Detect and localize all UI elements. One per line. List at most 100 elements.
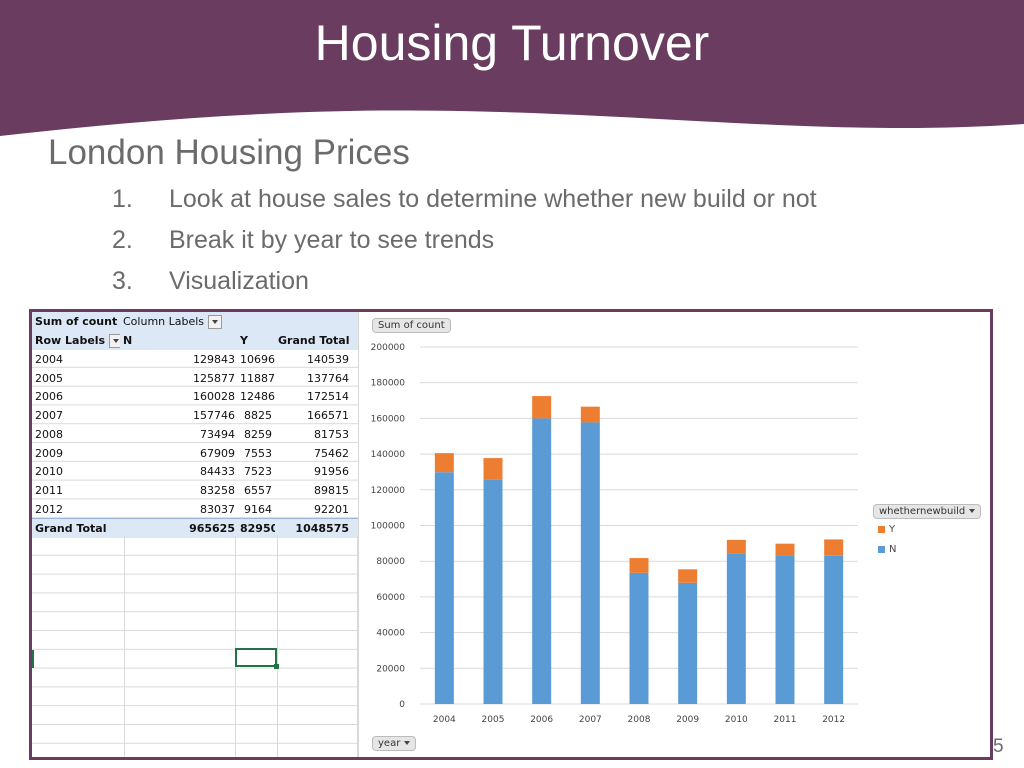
bar-y-2006 bbox=[532, 396, 552, 419]
pivot-row-year: 2012 bbox=[35, 502, 63, 516]
y-tick-label: 60000 bbox=[376, 593, 405, 603]
pivot-row-year: 2005 bbox=[35, 371, 63, 385]
row-labels-cell[interactable]: Row Labels bbox=[32, 333, 120, 348]
bar-y-2007 bbox=[580, 406, 600, 423]
spreadsheet-screenshot: Sum of count Column Labels Row Labels N … bbox=[29, 309, 993, 760]
grand-total-y: 82950 bbox=[240, 522, 275, 535]
pivot-row: 2007 157746 8825 166571 bbox=[32, 406, 358, 425]
x-tick-label: 2009 bbox=[676, 715, 699, 725]
pivot-row: 2008 73494 8259 81753 bbox=[32, 425, 358, 444]
pivot-row: 2012 83037 9164 92201 bbox=[32, 500, 358, 519]
legend-swatch bbox=[878, 545, 885, 553]
legend-item-y: Y bbox=[873, 519, 981, 539]
y-tick-label: 40000 bbox=[376, 629, 405, 639]
bar-y-2009 bbox=[678, 569, 698, 583]
column-labels: Column Labels bbox=[123, 314, 205, 328]
chevron-down-icon[interactable] bbox=[404, 741, 411, 745]
bar-n-2012 bbox=[824, 555, 844, 704]
legend-label: Y bbox=[889, 523, 896, 535]
y-tick-label: 20000 bbox=[376, 664, 405, 674]
pivot-row-y: 11887 bbox=[240, 371, 275, 385]
y-tick-label: 120000 bbox=[371, 486, 406, 496]
column-filter-dropdown-icon[interactable] bbox=[208, 314, 223, 329]
legend-label: N bbox=[889, 543, 897, 555]
column-labels-cell[interactable]: Column Labels bbox=[120, 314, 320, 329]
slide-title: Housing Turnover bbox=[314, 15, 710, 71]
row-filter-dropdown-icon[interactable] bbox=[109, 333, 120, 348]
pivot-row-n: 67909 bbox=[200, 446, 235, 460]
bar-n-2008 bbox=[629, 572, 649, 704]
bullet-text: Visualization bbox=[169, 267, 309, 295]
bar-y-2004 bbox=[434, 453, 454, 473]
pivot-row-y: 7523 bbox=[244, 465, 272, 479]
pivot-row-total: 89815 bbox=[314, 483, 349, 497]
y-tick-label: 200000 bbox=[371, 343, 406, 353]
bar-n-2004 bbox=[434, 472, 454, 704]
pivot-row: 2011 83258 6557 89815 bbox=[32, 481, 358, 500]
pivot-row-year: 2009 bbox=[35, 446, 63, 460]
x-tick-label: 2006 bbox=[530, 715, 553, 725]
row-marker bbox=[32, 650, 34, 668]
bullet-number: 1. bbox=[112, 185, 133, 213]
bar-n-2006 bbox=[532, 418, 552, 704]
pivot-row-n: 83037 bbox=[200, 502, 235, 516]
x-tick-label: 2012 bbox=[822, 715, 845, 725]
pivot-row-total: 81753 bbox=[314, 427, 349, 441]
pivot-row-n: 157746 bbox=[193, 409, 235, 423]
chart-legend: whethernewbuild Y N bbox=[873, 504, 982, 559]
pivot-row-total: 140539 bbox=[307, 353, 349, 366]
pivot-grand-total-row: Grand Total 965625 82950 1048575 bbox=[32, 518, 358, 538]
pivot-row-y: 7553 bbox=[244, 446, 272, 460]
y-tick-label: 180000 bbox=[371, 379, 406, 389]
pivot-row-year: 2007 bbox=[35, 409, 63, 423]
pivot-row-total: 137764 bbox=[307, 371, 349, 385]
page-number: 5 bbox=[993, 736, 1004, 757]
bullet-text: Look at house sales to determine whether… bbox=[169, 185, 817, 213]
pivot-row-total: 91956 bbox=[314, 465, 349, 479]
x-tick-label: 2011 bbox=[774, 715, 797, 725]
pivot-row-total: 75462 bbox=[314, 446, 349, 460]
grand-total-value: 1048575 bbox=[295, 522, 349, 535]
y-tick-label: 140000 bbox=[371, 450, 406, 460]
pivot-row-n: 84433 bbox=[200, 465, 235, 479]
pivot-subheader-row: Row Labels N Y Grand Total bbox=[32, 331, 358, 350]
y-tick-label: 80000 bbox=[376, 557, 405, 567]
x-tick-label: 2007 bbox=[579, 715, 602, 725]
pivot-row-year: 2010 bbox=[35, 465, 63, 479]
pivot-row-n: 83258 bbox=[200, 483, 235, 497]
y-tick-label: 100000 bbox=[371, 522, 406, 532]
bar-y-2010 bbox=[726, 539, 746, 554]
axis-field-button[interactable]: year bbox=[372, 736, 417, 751]
x-tick-label: 2010 bbox=[725, 715, 748, 725]
x-tick-label: 2008 bbox=[628, 715, 651, 725]
bullet-number: 3. bbox=[112, 267, 133, 295]
legend-item-n: N bbox=[873, 539, 981, 559]
bar-y-2011 bbox=[775, 543, 795, 556]
bar-y-2008 bbox=[629, 558, 649, 573]
pivot-row-n: 125877 bbox=[193, 371, 235, 385]
pivot-header-row: Sum of count Column Labels bbox=[32, 312, 358, 331]
bullet-number: 2. bbox=[112, 226, 133, 254]
x-tick-label: 2004 bbox=[433, 715, 456, 725]
y-tick-label: 0 bbox=[399, 700, 405, 710]
pivot-row-y: 6557 bbox=[244, 483, 272, 497]
legend-field-button[interactable]: whethernewbuild bbox=[873, 504, 982, 519]
pivot-row-y: 8259 bbox=[244, 427, 272, 441]
bar-n-2011 bbox=[775, 555, 795, 704]
pivot-row: 2009 67909 7553 75462 bbox=[32, 444, 358, 463]
bar-n-2007 bbox=[580, 422, 600, 704]
selected-cell[interactable] bbox=[235, 648, 279, 669]
pivot-row-year: 2006 bbox=[35, 390, 63, 404]
value-field-button[interactable]: Sum of count bbox=[372, 318, 451, 333]
legend-swatch bbox=[878, 525, 885, 533]
chevron-down-icon[interactable] bbox=[969, 509, 976, 513]
bullet-item: 1. Look at house sales to determine wheth… bbox=[112, 182, 817, 223]
bullet-item: 2. Break it by year to see trends bbox=[112, 223, 817, 264]
pivot-row: 2010 84433 7523 91956 bbox=[32, 462, 358, 481]
bullet-item: 3. Visualization bbox=[112, 264, 817, 305]
pivot-row-year: 2011 bbox=[35, 483, 63, 497]
col-n-header: N bbox=[123, 334, 133, 347]
pivot-row-n: 160028 bbox=[193, 390, 235, 404]
pivot-row: 2004 129843 10696 140539 bbox=[32, 350, 358, 369]
pivot-row: 2005 125877 11887 137764 bbox=[32, 369, 358, 388]
